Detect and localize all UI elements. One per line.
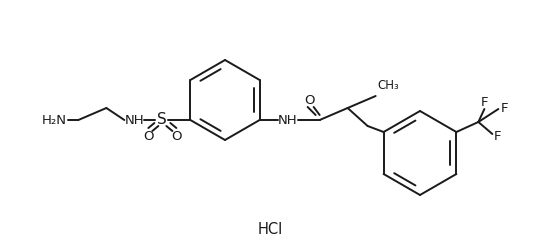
Text: O: O (171, 130, 182, 144)
Text: F: F (493, 129, 501, 143)
Text: S: S (157, 113, 167, 127)
Text: O: O (304, 93, 315, 106)
Text: F: F (500, 102, 508, 116)
Text: H₂N: H₂N (42, 114, 67, 126)
Text: NH: NH (278, 114, 298, 126)
Text: O: O (143, 130, 153, 144)
Text: HCl: HCl (257, 222, 283, 238)
Text: CH₃: CH₃ (378, 79, 399, 92)
Text: NH: NH (124, 114, 144, 126)
Text: F: F (481, 95, 488, 109)
